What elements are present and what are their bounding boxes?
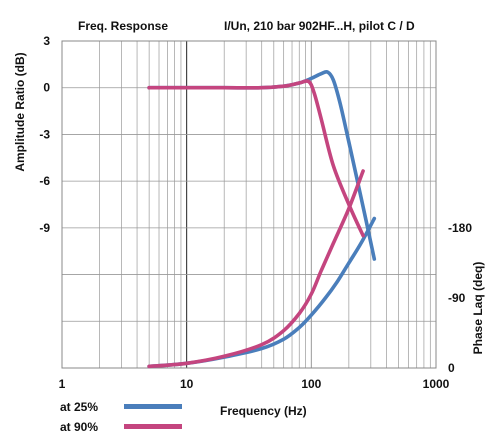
x-tick-10: 10 — [180, 377, 194, 391]
y2-tick--90: -90 — [448, 291, 466, 305]
phase-line-90 — [147, 169, 365, 369]
plot-frame — [61, 40, 437, 369]
legend: at 25% at 90% — [60, 400, 182, 434]
chart-title: Freq. Response — [78, 19, 168, 33]
legend-label-25: at 25% — [60, 400, 98, 414]
x-tick-1: 1 — [59, 377, 66, 391]
x-tick-100: 100 — [301, 377, 321, 391]
legend-swatch-25 — [124, 404, 182, 409]
legend-swatch-90 — [124, 424, 182, 429]
y-tick--6: -6 — [39, 174, 50, 188]
y-tick--9: -9 — [39, 221, 50, 235]
grid — [61, 40, 436, 369]
tick-labels: 1 10 100 1000 3 0 -3 -6 -9 -180 -90 0 — [39, 34, 472, 391]
y-tick--3: -3 — [39, 127, 50, 141]
series-lines — [147, 69, 377, 369]
y-tick-3: 3 — [43, 34, 50, 48]
y2-axis-label: Phase Laq (deq) — [471, 262, 485, 355]
y2-tick-0: 0 — [448, 361, 455, 375]
legend-label-90: at 90% — [60, 420, 98, 434]
x-axis-label: Frequency (Hz) — [220, 404, 307, 418]
amplitude-line-90 — [147, 79, 365, 238]
y-tick-0: 0 — [43, 81, 50, 95]
chart-subtitle: I/Un, 210 bar 902HF...H, pilot C / D — [224, 19, 415, 33]
x-tick-1000: 1000 — [423, 377, 450, 391]
y-axis-label: Amplitude Ratio (dB) — [13, 52, 27, 171]
y2-tick--180: -180 — [448, 221, 472, 235]
